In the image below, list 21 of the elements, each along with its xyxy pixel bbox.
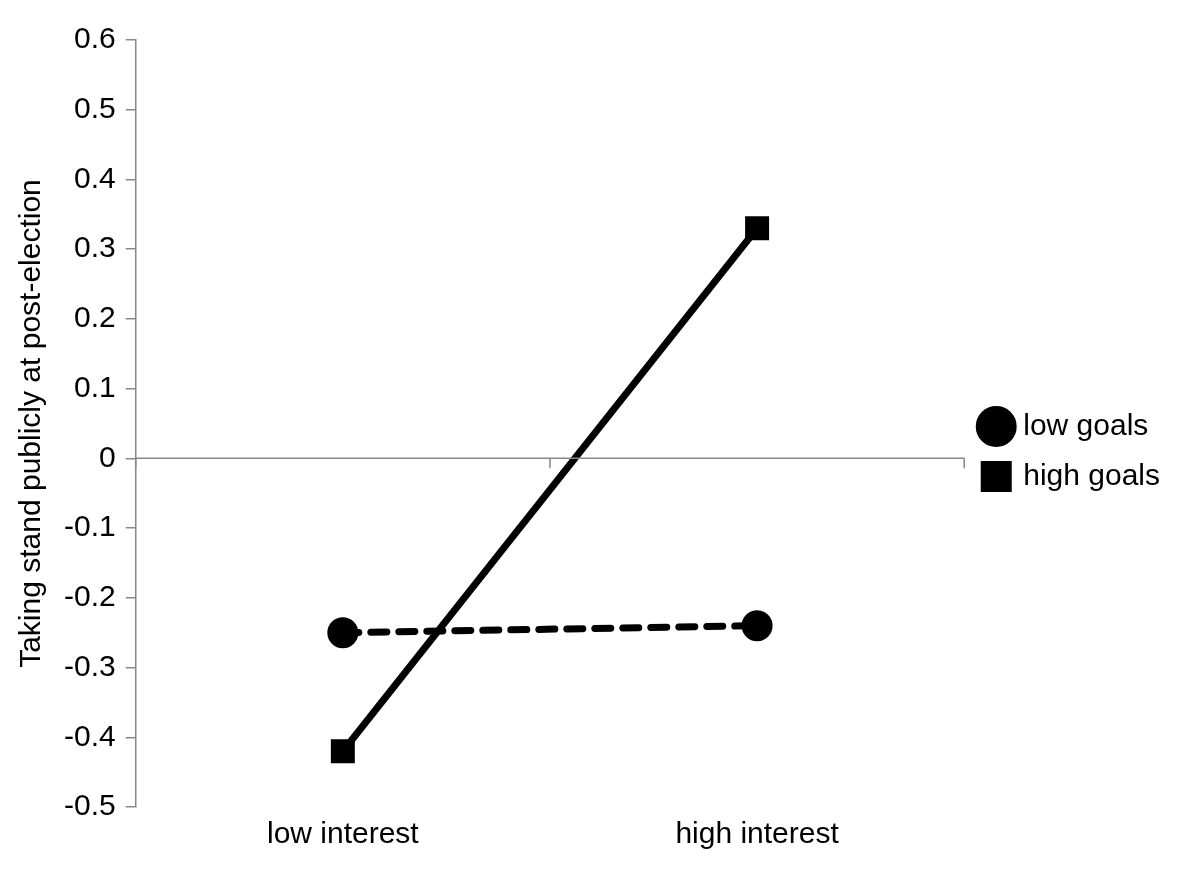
y-tick-label: -0.3	[63, 648, 116, 682]
point	[741, 610, 773, 642]
y-tick-label: 0.3	[73, 230, 116, 264]
x-tick-label: low interest	[266, 816, 420, 850]
point	[745, 216, 770, 241]
y-tick-label: 0.6	[73, 21, 116, 55]
y-tick-label: 0.1	[73, 369, 116, 403]
y-axis-title: Taking stand publicly at post-election	[13, 179, 47, 668]
y-tick-label: -0.5	[63, 788, 116, 822]
legend-label: low goals	[1023, 407, 1149, 441]
y-tick-label: 0.2	[73, 300, 116, 334]
y-tick-label: -0.4	[63, 718, 116, 752]
x-tick-label: high interest	[675, 816, 840, 850]
y-tick-label: 0	[99, 439, 116, 473]
legend-label: high goals	[1023, 457, 1161, 491]
point	[330, 739, 355, 764]
y-tick-label: -0.1	[63, 509, 116, 543]
y-tick-label: 0.5	[73, 90, 116, 124]
point	[327, 617, 359, 649]
y-tick-label: 0.4	[73, 160, 116, 194]
y-tick-label: -0.2	[63, 579, 116, 613]
